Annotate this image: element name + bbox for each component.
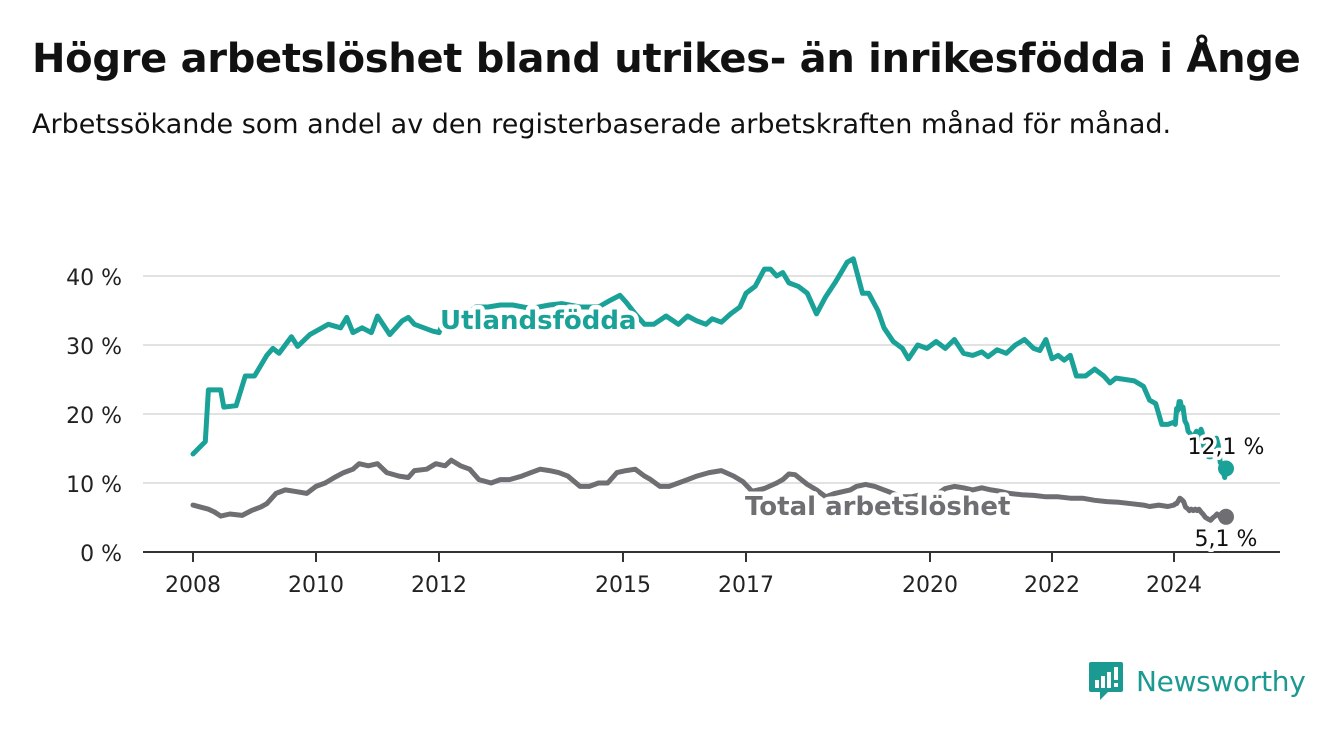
- x-tick-label: 2010: [288, 573, 344, 598]
- series-endpoint: [1218, 460, 1234, 477]
- series-line-total: [190, 457, 1229, 523]
- x-tick-label: 2020: [902, 573, 958, 598]
- end-value-utlandsfodda-halo: 12,1 %: [1188, 435, 1265, 460]
- y-tick-label: 30 %: [66, 335, 122, 360]
- x-tick-label: 2008: [165, 573, 221, 598]
- series-label-utlandsfodda: Utlandsfödda: [440, 306, 637, 336]
- series-label-total-halo: Total arbetslöshet: [745, 492, 1010, 522]
- series-line-utlandsfodda: [190, 256, 1229, 480]
- x-tick-label: 2012: [411, 573, 467, 598]
- y-tick-label: 10 %: [66, 473, 122, 498]
- newsworthy-logo[interactable]: Newsworthy: [1088, 660, 1306, 702]
- x-tick-label: 2015: [595, 573, 651, 598]
- series-label-total: Total arbetslöshet: [745, 492, 1010, 522]
- series-endpoint: [1218, 508, 1234, 525]
- x-tick-label: 2022: [1024, 573, 1080, 598]
- brand-name: Newsworthy: [1136, 664, 1306, 698]
- chart-title: Högre arbetslöshet bland utrikes- än inr…: [32, 36, 1301, 82]
- series-label-utlandsfodda-halo: Utlandsfödda: [440, 306, 637, 336]
- series-lines: [190, 256, 1234, 525]
- end-value-total-halo: 5,1 %: [1195, 527, 1258, 552]
- y-axis: 0 % 10 % 20 % 30 % 40 %: [66, 266, 122, 567]
- x-tick-label: 2024: [1146, 573, 1202, 598]
- y-tick-label: 0 %: [80, 542, 122, 567]
- newsworthy-icon: [1089, 662, 1123, 700]
- x-axis: 2008 2010 2012 2015 2017 2020 2022 2024: [143, 551, 1280, 598]
- chart-subtitle: Arbetssökande som andel av den registerb…: [32, 109, 1172, 140]
- y-tick-label: 20 %: [66, 404, 122, 429]
- gridlines: [143, 275, 1280, 484]
- x-tick-label: 2017: [718, 573, 774, 598]
- y-tick-label: 40 %: [66, 266, 122, 291]
- end-value-total: 5,1 %: [1195, 527, 1258, 552]
- end-value-utlandsfodda: 12,1 %: [1188, 435, 1265, 460]
